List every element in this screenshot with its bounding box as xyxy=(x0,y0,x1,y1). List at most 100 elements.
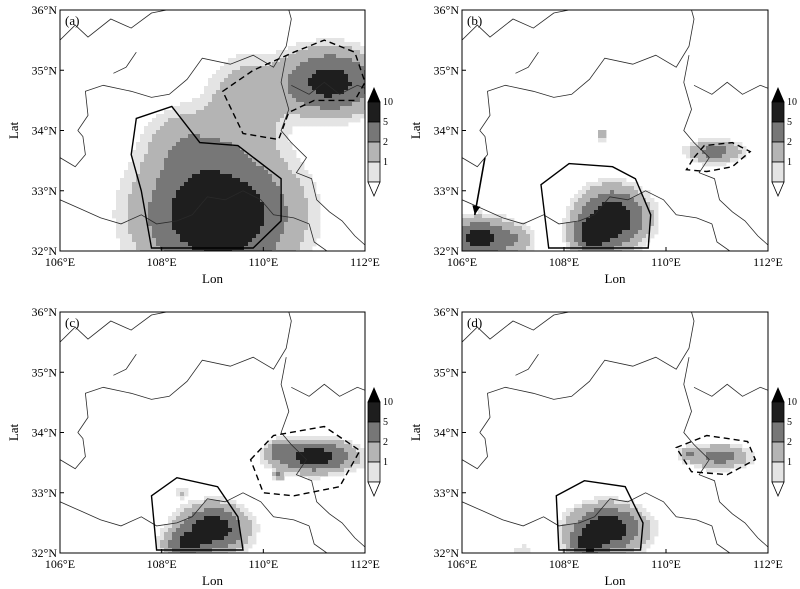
precip-cell xyxy=(614,536,619,541)
precip-cell xyxy=(320,90,325,95)
precip-cell xyxy=(726,158,731,163)
precip-cell xyxy=(734,464,739,469)
precip-cell xyxy=(618,242,623,247)
precip-cell xyxy=(356,86,361,91)
precip-cell xyxy=(180,170,185,175)
precip-cell xyxy=(208,504,213,509)
precip-cell xyxy=(216,174,221,179)
precip-cell xyxy=(236,242,241,247)
precip-cell xyxy=(124,226,129,231)
precip-cell xyxy=(128,194,133,199)
precip-cell xyxy=(308,70,313,75)
precip-cell xyxy=(610,238,615,243)
precip-cell xyxy=(180,150,185,155)
precip-cell xyxy=(324,460,329,465)
precip-cell xyxy=(332,58,337,63)
precip-cell xyxy=(328,464,333,469)
precip-cell xyxy=(156,114,161,119)
precip-cell xyxy=(184,198,189,203)
precip-cell xyxy=(240,118,245,123)
precip-cell xyxy=(360,460,365,465)
precip-cell xyxy=(276,468,281,473)
precip-cell xyxy=(272,178,277,183)
precip-cell xyxy=(316,94,321,99)
precip-cell xyxy=(212,496,217,501)
precip-cell xyxy=(260,234,265,239)
precip-cell xyxy=(260,242,265,247)
precip-cell xyxy=(200,512,205,517)
precip-cell xyxy=(204,90,209,95)
precip-cell xyxy=(220,146,225,151)
precip-cell xyxy=(240,86,245,91)
precip-cell xyxy=(316,230,321,235)
precip-cell xyxy=(140,174,145,179)
precip-cell xyxy=(168,138,173,143)
precip-cell xyxy=(276,242,281,247)
precip-cell xyxy=(312,54,317,59)
precip-cell xyxy=(470,238,475,243)
precip-cell xyxy=(352,118,357,123)
precip-cell xyxy=(582,194,587,199)
precip-cell xyxy=(650,520,655,525)
precip-cell xyxy=(120,206,125,211)
precip-cell xyxy=(360,94,365,99)
precip-cell xyxy=(168,536,173,541)
precip-cell xyxy=(610,496,615,501)
precip-cell xyxy=(638,532,643,537)
precip-cell xyxy=(264,162,269,167)
precip-cell xyxy=(196,194,201,199)
precip-cell xyxy=(646,226,651,231)
precip-cell xyxy=(336,66,341,71)
precip-cell xyxy=(702,138,707,143)
precip-cell xyxy=(706,162,711,167)
precip-cell xyxy=(160,150,165,155)
precip-cell xyxy=(522,238,527,243)
precip-cell xyxy=(582,186,587,191)
precip-cell xyxy=(622,536,627,541)
precip-cell xyxy=(514,246,519,251)
precip-cell xyxy=(602,500,607,505)
precip-cell xyxy=(248,230,253,235)
precip-cell xyxy=(324,452,329,457)
precip-cell xyxy=(224,516,229,521)
precip-cell xyxy=(602,218,607,223)
precip-cell xyxy=(614,500,619,505)
precip-cell xyxy=(240,150,245,155)
precip-cell xyxy=(324,46,329,51)
precip-cell xyxy=(606,194,611,199)
precip-cell xyxy=(240,206,245,211)
precip-cell xyxy=(284,444,289,449)
precip-cell xyxy=(148,142,153,147)
precip-cell xyxy=(626,528,631,533)
precip-cell xyxy=(252,238,257,243)
precip-cell xyxy=(120,246,125,251)
precip-cell xyxy=(360,46,365,51)
precip-cell xyxy=(316,456,321,461)
precip-cell xyxy=(184,106,189,111)
precip-cell xyxy=(220,504,225,509)
precip-cell xyxy=(172,110,177,115)
precip-cell xyxy=(172,206,177,211)
precip-cell xyxy=(148,174,153,179)
precip-cell xyxy=(706,464,711,469)
precip-cell xyxy=(292,222,297,227)
precip-cell xyxy=(304,238,309,243)
colorbar-tick-label: 5 xyxy=(383,117,388,128)
precip-cell xyxy=(312,444,317,449)
precip-cell xyxy=(240,154,245,159)
precip-cell xyxy=(352,58,357,63)
precip-cell xyxy=(470,234,475,239)
precip-cell xyxy=(324,58,329,63)
precip-cell xyxy=(268,86,273,91)
precip-cell xyxy=(216,110,221,115)
precip-cell xyxy=(232,524,237,529)
precip-cell xyxy=(256,190,261,195)
precip-cell xyxy=(308,194,313,199)
precip-cell xyxy=(510,238,515,243)
precip-cell xyxy=(292,170,297,175)
precip-cell xyxy=(602,206,607,211)
precip-cell xyxy=(220,520,225,525)
precip-cell xyxy=(590,234,595,239)
precip-cell xyxy=(136,146,141,151)
precip-cell xyxy=(260,194,265,199)
